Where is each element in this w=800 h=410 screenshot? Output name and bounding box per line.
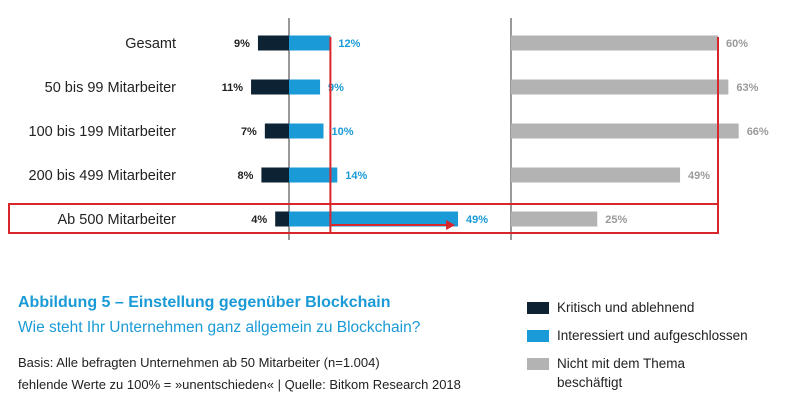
label-interessiert-100-199: 10% [332,126,354,138]
label-nicht-200-499: 49% [688,170,710,182]
label-nicht-100-199: 66% [747,126,769,138]
bar-interessiert-gesamt [289,35,331,51]
label-interessiert-200-499: 14% [345,170,367,182]
bar-interessiert-100-199 [289,123,324,139]
bar-nicht-200-499 [511,167,681,183]
bar-nicht-ab-500 [511,211,598,227]
legend-item-interessiert: Interessiert und aufgeschlossen [527,326,797,352]
bar-nicht-100-199 [511,123,739,139]
label-kritisch-50-99: 11% [222,82,244,94]
label-interessiert-gesamt: 12% [338,38,360,50]
figure-subtitle: Wie steht Ihr Unternehmen ganz allgemein… [18,319,421,336]
figure-note-base: Basis: Alle befragten Unternehmen ab 50 … [18,355,380,370]
category-label-gesamt: Gesamt [125,36,176,52]
legend-swatch-interessiert [527,330,549,342]
bar-kritisch-100-199 [264,123,289,139]
figure-note-source: fehlende Werte zu 100% = »unentschieden«… [18,377,461,392]
category-label-50-99: 50 bis 99 Mitarbeiter [45,80,177,96]
legend-label-interessiert: Interessiert und aufgeschlossen [557,328,748,343]
label-kritisch-200-499: 8% [237,170,253,182]
category-label-200-499: 200 bis 499 Mitarbeiter [29,168,177,184]
legend-label-kritisch: Kritisch und ablehnend [557,300,695,315]
bar-nicht-50-99 [511,79,729,95]
bar-interessiert-200-499 [289,167,338,183]
label-kritisch-100-199: 7% [241,126,257,138]
highlight-box-ab-500 [8,203,719,234]
label-interessiert-ab-500: 49% [466,214,488,226]
bar-interessiert-50-99 [289,79,321,95]
legend-swatch-nicht [527,358,549,370]
label-kritisch-gesamt: 9% [234,38,250,50]
bar-kritisch-200-499 [261,167,289,183]
bar-kritisch-gesamt [257,35,289,51]
label-kritisch-ab-500: 4% [251,214,267,226]
label-nicht-50-99: 63% [736,82,758,94]
bar-kritisch-50-99 [251,79,289,95]
chart: Gesamt 9% 12% 60% 50 bis 99 Mitarbeiter 11% 9%… [8,18,769,240]
bar-kritisch-ab-500 [275,211,289,227]
legend-swatch-kritisch [527,302,549,314]
legend-item-nicht: Nicht mit dem Thema beschäftigt [527,354,797,390]
category-label-ab-500: Ab 500 Mitarbeiter [58,212,177,228]
label-nicht-gesamt: 60% [726,38,748,50]
category-label-100-199: 100 bis 199 Mitarbeiter [29,124,177,140]
legend: Kritisch und ablehnend Interessiert und … [527,298,797,390]
figure-title: Abbildung 5 – Einstellung gegenüber Bloc… [18,294,391,311]
label-nicht-ab-500: 25% [605,214,627,226]
label-interessiert-50-99: 9% [328,82,344,94]
legend-item-kritisch: Kritisch und ablehnend [527,298,797,324]
highlight-arrow-head [446,220,456,230]
legend-label-nicht: Nicht mit dem Thema beschäftigt [557,356,686,390]
bar-nicht-gesamt [511,35,718,51]
